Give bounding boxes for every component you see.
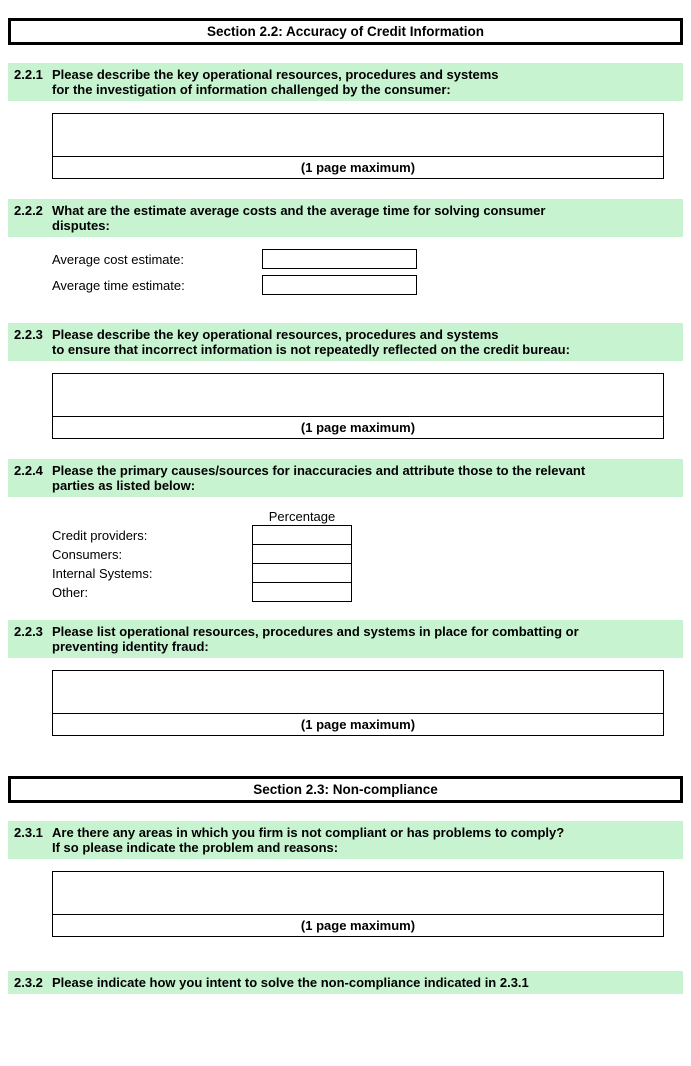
field-row-avg-cost: Average cost estimate:	[52, 249, 683, 269]
question-text: preventing identity fraud:	[52, 639, 683, 654]
page-limit-caption: (1 page maximum)	[52, 915, 664, 937]
question-text: to ensure that incorrect information is …	[52, 342, 683, 357]
question-text: Please describe the key operational reso…	[52, 327, 683, 342]
question-text: Please the primary causes/sources for in…	[52, 463, 683, 478]
section-2-2-header: Section 2.2: Accuracy of Credit Informat…	[8, 18, 683, 45]
question-text: What are the estimate average costs and …	[52, 203, 683, 218]
question-2-2-3: 2.2.3 Please describe the key operationa…	[8, 323, 683, 361]
question-number: 2.3.1	[8, 825, 52, 840]
page-limit-caption: (1 page maximum)	[52, 157, 664, 179]
pct-row-label: Consumers:	[52, 545, 252, 564]
percentage-column-header: Percentage	[252, 509, 352, 524]
pct-row-label: Credit providers:	[52, 526, 252, 545]
question-2-2-3b: 2.2.3 Please list operational resources,…	[8, 620, 683, 658]
pct-input-other[interactable]	[252, 582, 352, 602]
section-2-3-header: Section 2.3: Non-compliance	[8, 776, 683, 803]
pct-row-label: Other:	[52, 583, 252, 602]
pct-row-label: Internal Systems:	[52, 564, 252, 583]
question-2-3-1: 2.3.1 Are there any areas in which you f…	[8, 821, 683, 859]
question-number: 2.2.2	[8, 203, 52, 218]
pct-input-consumers[interactable]	[252, 544, 352, 564]
question-text: Are there any areas in which you firm is…	[52, 825, 683, 840]
question-2-2-4: 2.2.4 Please the primary causes/sources …	[8, 459, 683, 497]
pct-input-credit-providers[interactable]	[252, 525, 352, 545]
question-number: 2.2.1	[8, 67, 52, 82]
answer-box-2-2-3b: (1 page maximum)	[52, 670, 664, 736]
field-label: Average cost estimate:	[52, 252, 262, 267]
field-label: Average time estimate:	[52, 278, 262, 293]
question-2-3-2: 2.3.2 Please indicate how you intent to …	[8, 971, 683, 994]
question-2-2-1: 2.2.1 Please describe the key operationa…	[8, 63, 683, 101]
answer-box-2-2-1: (1 page maximum)	[52, 113, 664, 179]
question-text: Please describe the key operational reso…	[52, 67, 683, 82]
question-text: If so please indicate the problem and re…	[52, 840, 683, 855]
question-number: 2.3.2	[8, 975, 52, 990]
text-entry-area[interactable]	[52, 113, 664, 157]
question-text: for the investigation of information cha…	[52, 82, 683, 97]
question-text: disputes:	[52, 218, 683, 233]
avg-cost-input[interactable]	[262, 249, 417, 269]
field-row-avg-time: Average time estimate:	[52, 275, 683, 295]
question-text: parties as listed below:	[52, 478, 683, 493]
question-number: 2.2.3	[8, 327, 52, 342]
text-entry-area[interactable]	[52, 670, 664, 714]
answer-box-2-2-3: (1 page maximum)	[52, 373, 664, 439]
question-number: 2.2.3	[8, 624, 52, 639]
pct-input-internal-systems[interactable]	[252, 563, 352, 583]
avg-time-input[interactable]	[262, 275, 417, 295]
page-limit-caption: (1 page maximum)	[52, 714, 664, 736]
page-limit-caption: (1 page maximum)	[52, 417, 664, 439]
question-text: Please indicate how you intent to solve …	[52, 975, 683, 990]
question-2-2-2: 2.2.2 What are the estimate average cost…	[8, 199, 683, 237]
answer-box-2-3-1: (1 page maximum)	[52, 871, 664, 937]
question-number: 2.2.4	[8, 463, 52, 478]
text-entry-area[interactable]	[52, 871, 664, 915]
question-text: Please list operational resources, proce…	[52, 624, 683, 639]
text-entry-area[interactable]	[52, 373, 664, 417]
percentage-table: Percentage Credit providers: Consumers: …	[52, 509, 683, 602]
